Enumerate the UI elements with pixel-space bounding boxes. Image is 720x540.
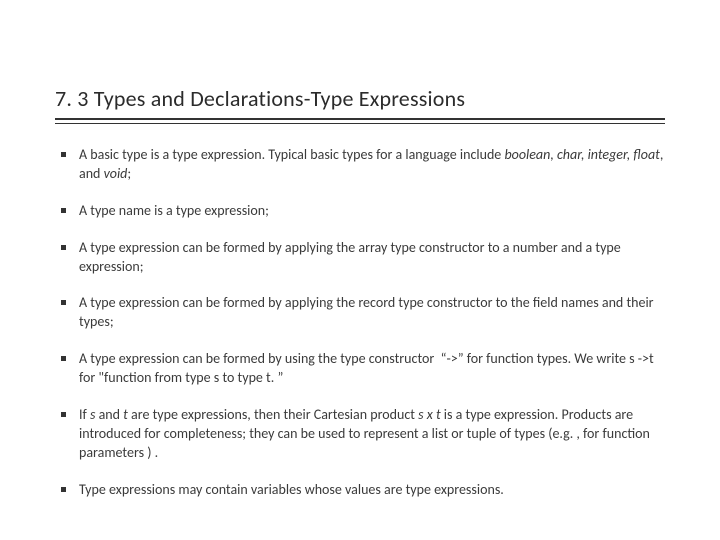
text-run: A basic type is a type expression. Typic…: [79, 146, 504, 163]
text-run: A type expression can be formed by apply…: [79, 239, 621, 275]
text-run: A type expression can be formed by using…: [79, 350, 654, 386]
italic-run: boolean, char, integer, float: [504, 146, 659, 163]
text-run: ;: [127, 165, 131, 182]
list-item: A basic type is a type expression. Typic…: [55, 146, 665, 184]
text-run: A type name is a type expression;: [79, 202, 269, 219]
rule-thick: [55, 118, 665, 120]
text-run: If: [79, 406, 90, 423]
list-item: A type expression can be formed by apply…: [55, 239, 665, 277]
list-item: A type name is a type expression;: [55, 202, 665, 221]
slide: 7. 3 Types and Declarations-Type Express…: [0, 0, 720, 540]
rule-thin: [55, 123, 665, 124]
text-run: A type expression can be formed by apply…: [79, 294, 654, 330]
list-item: Type expressions may contain variables w…: [55, 481, 665, 500]
slide-title: 7. 3 Types and Declarations-Type Express…: [55, 85, 665, 112]
list-item: If s and t are type expressions, then th…: [55, 406, 665, 463]
list-item: A type expression can be formed by using…: [55, 350, 665, 388]
text-run: are type expressions, then their Cartesi…: [128, 406, 418, 423]
italic-run: s x t: [418, 406, 441, 423]
list-item: A type expression can be formed by apply…: [55, 294, 665, 332]
italic-run: void: [104, 165, 128, 182]
title-rule: [55, 118, 665, 124]
text-run: Type expressions may contain variables w…: [79, 481, 504, 498]
bullet-list: A basic type is a type expression. Typic…: [55, 146, 665, 500]
text-run: and: [95, 406, 123, 423]
